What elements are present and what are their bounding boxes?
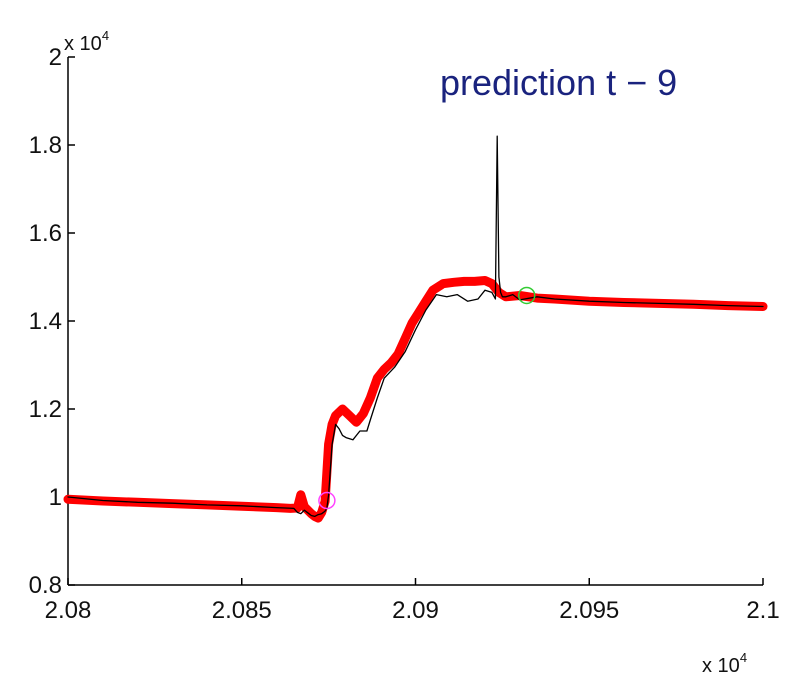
x-exponent-power: 4 [740,650,747,665]
svg-text:x 104: x 104 [702,650,747,677]
end-marker [517,286,536,305]
y-tick-label: 1.8 [29,132,62,159]
y-exponent-power: 4 [102,28,109,43]
y-tick-label: 1.2 [29,396,62,423]
y-exponent-label: x 104 [64,28,109,55]
prediction-series-line [63,276,768,523]
x-tick-label: 2.08 [45,597,92,624]
y-tick-label: 1.4 [29,308,62,335]
y-tick-label: 2 [49,44,62,71]
observed-series-line [67,135,764,518]
plot-area [63,135,768,523]
x-exponent-label: x 104 [702,650,747,677]
x-tick-label: 2.1 [746,597,779,624]
chart-title: prediction t − 9 [440,62,677,103]
y-tick-label: 1 [49,484,62,511]
x-tick-label: 2.095 [559,597,619,624]
svg-text:x 104: x 104 [64,28,109,55]
x-tick-label: 2.085 [212,597,272,624]
markers [318,286,536,510]
axes: 2.08 2.085 2.09 2.095 2.1 0.8 1 1.2 1.4 1.6 1.8 2 [29,44,780,624]
start-marker [318,491,336,510]
x-tick-label: 2.09 [392,597,439,624]
y-tick-label: 1.6 [29,220,62,247]
y-tick-label: 0.8 [29,572,62,599]
y-exponent-base: x 10 [64,33,102,55]
x-exponent-base: x 10 [702,655,740,677]
